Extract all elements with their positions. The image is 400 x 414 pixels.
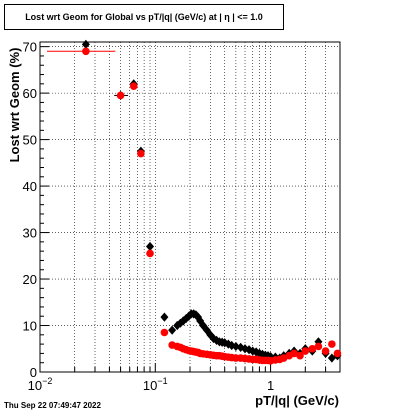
x-tick-label: 1: [267, 378, 274, 393]
data-point-red: [160, 328, 169, 337]
chart-title: Lost wrt Geom for Global vs pT/|q| (GeV/…: [4, 4, 284, 30]
data-point-black: [248, 346, 257, 356]
data-point-red: [328, 340, 336, 348]
data-point-red: [308, 344, 317, 353]
x-tick-label: 10−2: [28, 376, 53, 393]
chart-title-text: Lost wrt Geom for Global vs pT/|q| (GeV/…: [25, 12, 263, 22]
x-tick-label: 10−1: [143, 376, 168, 393]
y-tick-label: 20: [23, 272, 37, 287]
data-point-black: [227, 340, 236, 351]
timestamp: Thu Sep 22 07:49:47 2022: [4, 401, 101, 410]
data-point-black: [160, 312, 169, 322]
data-point-red: [333, 349, 342, 358]
data-point-black: [81, 39, 90, 49]
data-point-red: [146, 249, 154, 258]
axes: 0 10 20 30 40 50 60 70 10−2 10−1 1: [23, 40, 341, 393]
y-tick-label: 70: [23, 40, 37, 55]
y-tick-label: 60: [23, 86, 37, 101]
y-tick-label: 10: [23, 319, 37, 334]
data-point-black: [231, 341, 240, 352]
error-bars: [46, 50, 129, 96]
data-point-black: [194, 312, 203, 322]
data-markers: [81, 39, 342, 365]
data-point-black: [168, 325, 177, 335]
y-tick-label: 40: [23, 179, 37, 194]
data-point-red: [290, 349, 298, 358]
data-point-red: [129, 82, 138, 90]
data-point-red: [137, 149, 145, 158]
data-point-black: [146, 241, 155, 252]
y-tick-label: 30: [23, 226, 37, 241]
data-point-red: [321, 347, 330, 355]
data-point-red: [82, 47, 90, 56]
y-tick-label: 50: [23, 133, 37, 148]
data-point-black: [176, 318, 185, 328]
data-point-red: [314, 342, 323, 351]
data-point-black: [266, 352, 275, 362]
data-point-black: [314, 337, 323, 347]
data-point-red: [296, 351, 304, 360]
x-axis-label: pT/|q| (GeV/c): [255, 393, 339, 408]
data-point-red: [301, 347, 310, 355]
data-point-red: [116, 91, 125, 100]
data-point-black: [196, 316, 205, 326]
grid-lines: [39, 42, 341, 372]
y-axis-label: Lost wrt Geom (%): [7, 48, 22, 163]
y-tick-label: 0: [30, 365, 37, 380]
